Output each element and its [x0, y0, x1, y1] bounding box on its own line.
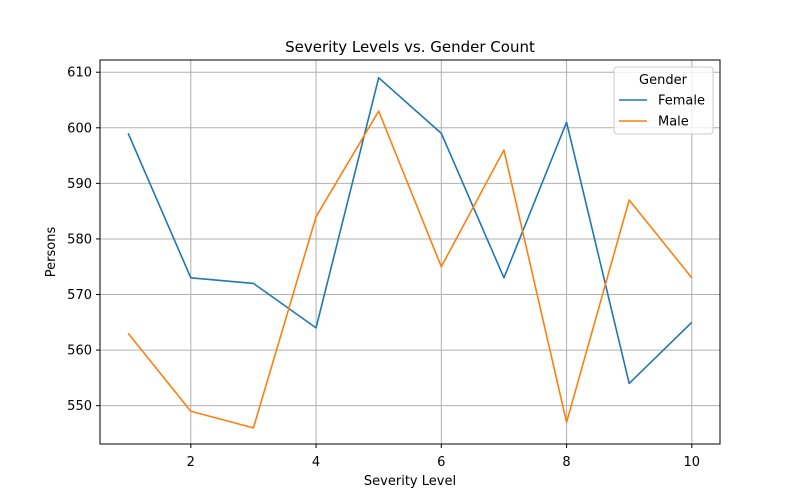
x-axis: 2 4 6 8 10	[187, 444, 700, 470]
x-tick-label: 2	[187, 455, 195, 470]
legend: Gender Female Male	[613, 66, 714, 135]
y-tick-label: 590	[67, 177, 92, 192]
x-tick-label: 8	[562, 455, 570, 470]
series-line-male	[127, 110, 693, 429]
grid-lines	[100, 60, 720, 444]
y-tick-label: 610	[67, 66, 92, 81]
y-tick-label: 550	[67, 399, 92, 414]
x-tick-label: 4	[312, 455, 320, 470]
series-lines	[127, 76, 693, 429]
legend-label-female: Female	[658, 94, 705, 109]
y-tick-label: 570	[67, 288, 92, 303]
y-tick-label: 580	[67, 232, 92, 247]
legend-title: Gender	[639, 73, 688, 88]
y-tick-label: 560	[67, 344, 92, 359]
y-axis-title: Persons	[44, 227, 59, 278]
x-axis-title: Severity Level	[364, 474, 456, 489]
chart-title: Severity Levels vs. Gender Count	[285, 38, 535, 56]
series-line-female	[127, 76, 693, 385]
plot-area-frame	[99, 59, 721, 445]
y-tick-label: 600	[67, 121, 92, 136]
legend-box	[613, 66, 714, 135]
x-tick-label: 6	[437, 455, 445, 470]
x-tick-label: 10	[684, 455, 701, 470]
legend-label-male: Male	[658, 115, 689, 130]
y-axis: 550 560 570 580 590 600 610	[67, 66, 100, 414]
